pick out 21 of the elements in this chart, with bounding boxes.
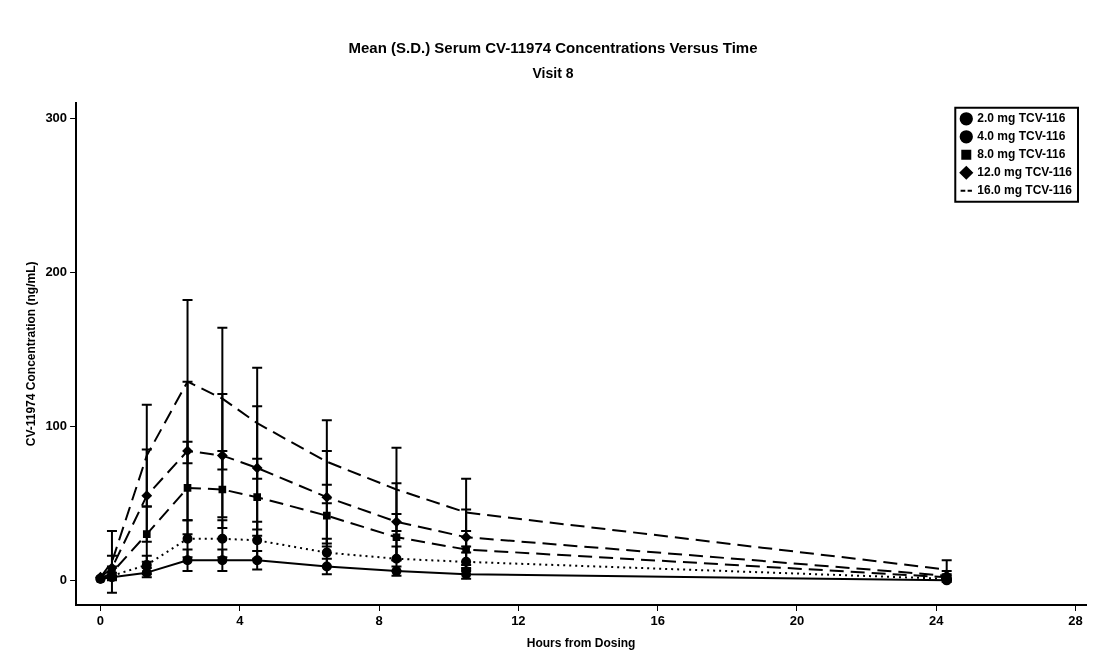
legend-label: 16.0 mg TCV-116	[977, 183, 1073, 198]
y-tick-label: 0	[59, 571, 68, 587]
x-tick-label: 12	[511, 613, 526, 629]
x-tick-label: 4	[236, 613, 245, 629]
x-tick-label: 20	[789, 613, 805, 629]
x-tick-label: 16	[650, 613, 665, 629]
x-axis-title: Hours from Dosing	[526, 636, 636, 651]
y-tick-label: 200	[45, 263, 68, 279]
chart-subtitle: Visit 8	[532, 65, 574, 82]
y-tick-label: 100	[45, 417, 68, 433]
legend-label: 2.0 mg TCV-116	[977, 111, 1066, 126]
chart-title: Mean (S.D.) Serum CV-11974 Concentrations Versus Time	[348, 39, 758, 57]
x-tick-label: 8	[375, 613, 383, 629]
legend-label: 4.0 mg TCV-116	[977, 129, 1066, 144]
x-tick-label: 28	[1068, 613, 1083, 629]
y-tick-label: 300	[45, 109, 68, 125]
x-tick-label: 24	[929, 613, 945, 629]
y-axis-title: CV-11974 Concentration (ng/mL)	[23, 261, 38, 447]
legend-label: 8.0 mg TCV-116	[977, 147, 1066, 162]
x-tick-label: 0	[96, 613, 105, 629]
legend-label: 12.0 mg TCV-116	[977, 165, 1073, 180]
